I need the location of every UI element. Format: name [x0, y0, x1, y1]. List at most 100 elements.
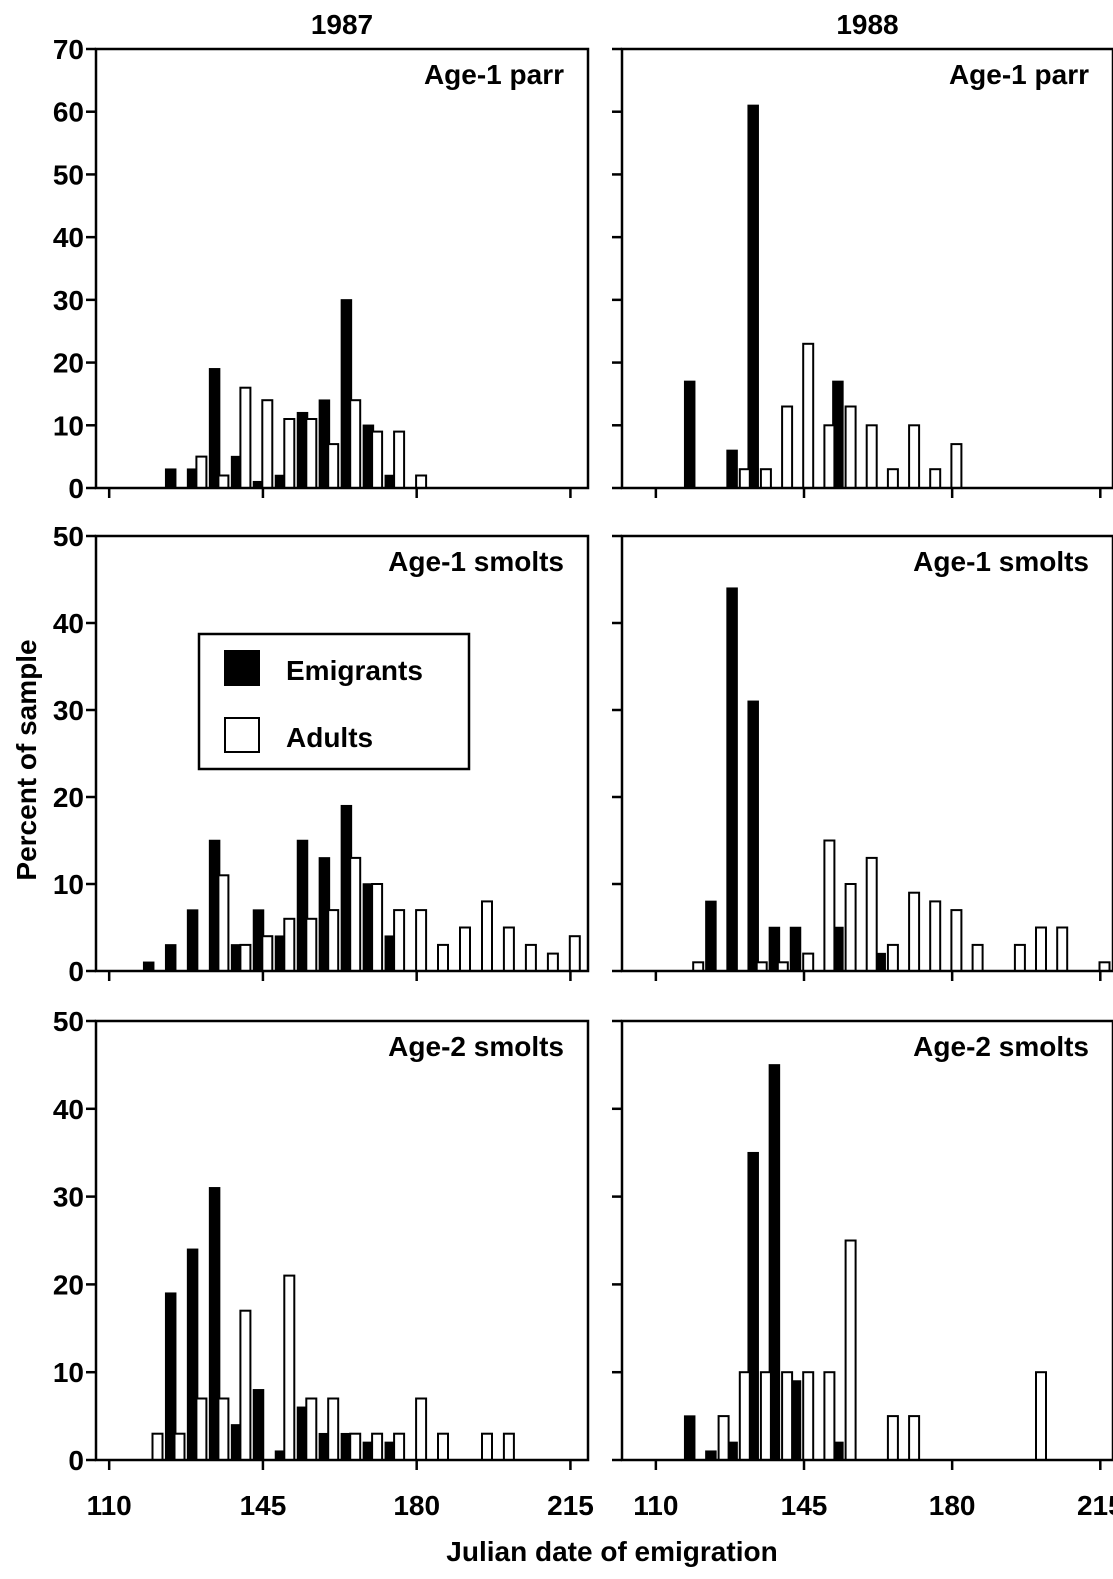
y-tick-label: 40 [53, 222, 84, 253]
adults-bar [886, 943, 899, 973]
emigrants-bar [164, 944, 177, 972]
adults-bar [568, 935, 581, 973]
adults-bar [802, 1371, 815, 1461]
adults-bar [393, 430, 406, 490]
adults-bar [929, 468, 942, 490]
emigrants-bar [186, 909, 199, 972]
adults-bar [502, 1432, 515, 1461]
adults-bar [195, 1397, 208, 1461]
adults-bar [239, 943, 252, 973]
emigrants-bar [789, 926, 802, 972]
adults-bar [481, 900, 493, 973]
emigrants-bar [208, 368, 221, 489]
adults-bar [971, 943, 984, 973]
adults-bar [908, 424, 921, 489]
emigrants-bar [164, 468, 177, 489]
x-tick-label: 180 [929, 1490, 976, 1521]
adults-bar [844, 883, 857, 972]
adults-bar [886, 468, 899, 490]
adults-bar [865, 424, 878, 489]
adults-bar [151, 1432, 164, 1461]
adults-bar [908, 891, 921, 973]
y-tick-label: 40 [53, 1094, 84, 1125]
adults-bar [327, 909, 340, 972]
adults-bar [239, 1309, 252, 1461]
y-tick-label: 20 [53, 1269, 84, 1300]
adults-bar [776, 961, 789, 972]
x-axis-title: Julian date of emigration [446, 1536, 777, 1567]
adults-bar [239, 386, 252, 490]
y-tick-label: 60 [53, 97, 84, 128]
panel-frame [620, 1019, 1113, 1462]
adults-bar [844, 1239, 857, 1461]
adults-bar [283, 1274, 296, 1461]
adults-bar [1098, 961, 1111, 972]
adults-bar [437, 943, 449, 973]
emigrants-bar [683, 380, 696, 489]
adults-bar [1035, 926, 1047, 972]
panel-label: Age-2 smolts [388, 1031, 564, 1062]
adults-bar [217, 874, 230, 972]
adults-bar [717, 1415, 730, 1461]
adults-bar [261, 935, 274, 973]
y-tick-label: 50 [53, 159, 84, 190]
adults-bar [759, 468, 772, 490]
adults-bar [217, 474, 230, 489]
panel-1987-age-1-smolts [86, 534, 590, 981]
emigrants-bar [252, 1389, 265, 1461]
adults-bar [437, 1432, 449, 1461]
adults-bar [950, 443, 963, 490]
adults-bar [349, 1432, 362, 1461]
adults-bar [802, 342, 815, 489]
adults-bar [415, 909, 428, 972]
panel-frame [620, 47, 1113, 490]
emigrants-bar [726, 449, 738, 489]
y-tick-label: 50 [53, 521, 84, 552]
x-tick-label: 145 [240, 1490, 287, 1521]
adults-bar [823, 1371, 836, 1461]
x-tick-label: 180 [393, 1490, 440, 1521]
adults-bar [759, 1371, 772, 1461]
emigrants-bar [683, 1415, 696, 1461]
x-tick-label: 110 [633, 1490, 678, 1521]
adults-bar [755, 961, 768, 972]
adults-bar [371, 883, 384, 972]
adults-bar [738, 1371, 751, 1461]
adults-bar [950, 909, 963, 972]
panel-label: Age-1 smolts [913, 546, 1089, 577]
adults-bar [217, 1397, 230, 1461]
panel-frame [620, 534, 1113, 973]
y-tick-label: 10 [53, 869, 84, 900]
adults-bar [692, 961, 705, 972]
y-tick-label: 30 [53, 1182, 84, 1213]
panel-label: Age-2 smolts [913, 1031, 1089, 1062]
panel-1987-age-2-smolts [86, 1019, 590, 1470]
legend-swatch-adults [224, 717, 260, 753]
x-tick-label: 145 [781, 1490, 828, 1521]
y-axis-title: Percent of sample [11, 639, 42, 880]
adults-bar [738, 468, 751, 490]
y-tick-label: 20 [53, 348, 84, 379]
y-tick-label: 0 [68, 473, 84, 504]
adults-bar [823, 839, 836, 972]
x-tick-label: 215 [1077, 1490, 1113, 1521]
legend-swatch-emigrants [224, 650, 260, 686]
emigrants-bar [726, 587, 738, 972]
adults-bar [546, 952, 559, 972]
adults-bar [823, 424, 836, 489]
y-tick-label: 30 [53, 695, 84, 726]
column-title-1988: 1988 [836, 9, 898, 40]
y-tick-label: 10 [53, 1357, 84, 1388]
adults-bar [327, 1397, 340, 1461]
panel-frame [94, 534, 590, 973]
panel-frame [94, 1019, 590, 1462]
adults-bar [349, 856, 362, 973]
adults-bar [327, 443, 340, 490]
y-tick-label: 0 [68, 956, 84, 987]
legend [197, 632, 471, 771]
adults-bar [1056, 926, 1069, 972]
adults-bar [481, 1432, 493, 1461]
emigrants-bar [142, 961, 155, 972]
adults-bar [908, 1415, 921, 1461]
